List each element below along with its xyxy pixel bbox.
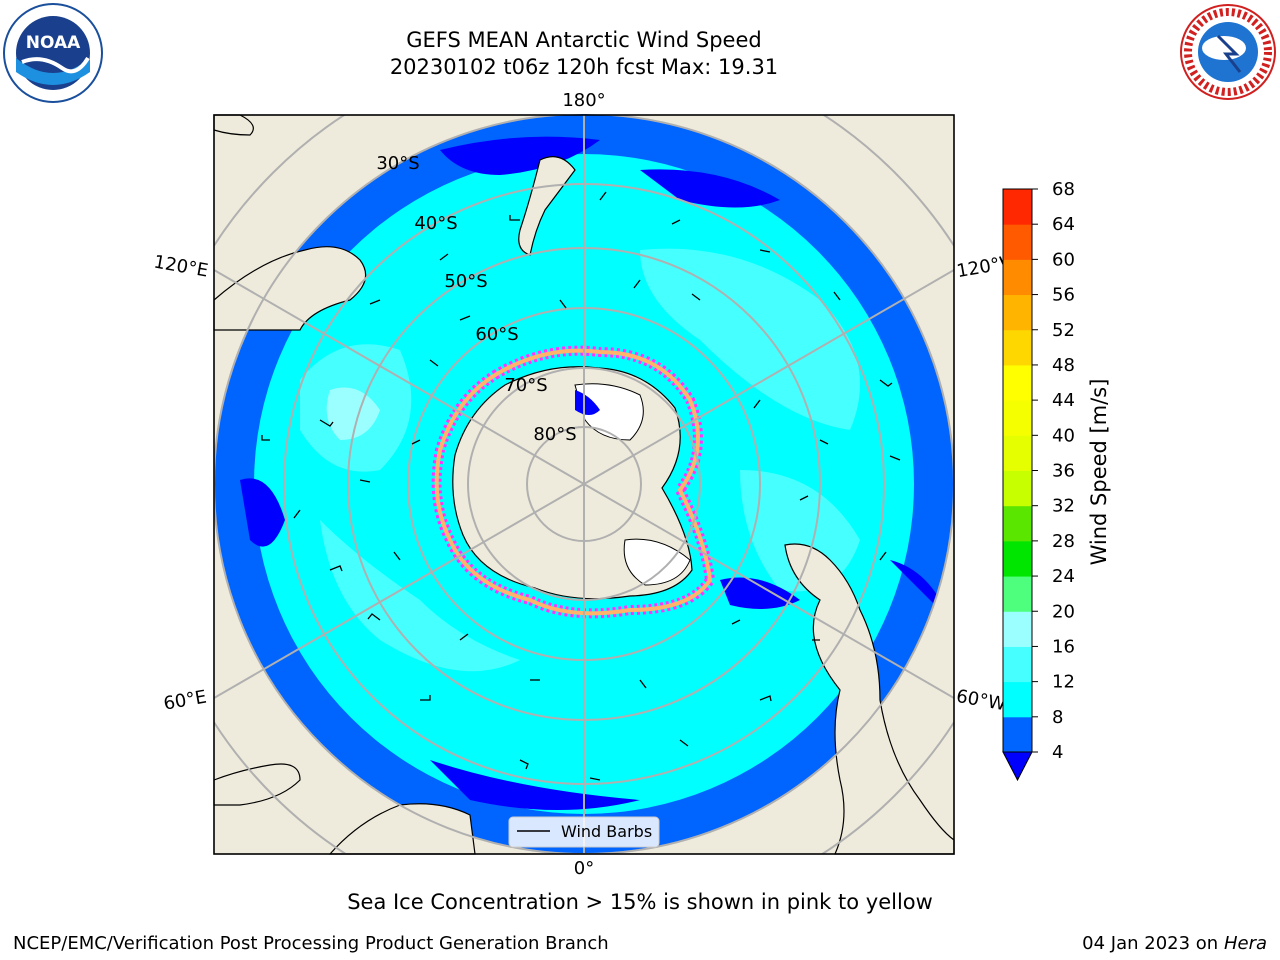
parallel-label-30s: 30°S <box>376 153 419 174</box>
colorbar-tick-label: 20 <box>1052 601 1075 622</box>
colorbar-tick-label: 24 <box>1052 566 1075 587</box>
colorbar-bin <box>1003 364 1032 401</box>
footer-host: Hera <box>1223 933 1267 954</box>
colorbar-tick-label: 8 <box>1052 707 1063 728</box>
colorbar-bin <box>1003 294 1032 331</box>
meridian-label-0: 0° <box>574 858 594 879</box>
map-frame <box>213 114 955 855</box>
colorbar-tick-label: 44 <box>1052 390 1075 411</box>
colorbar-tick-label: 32 <box>1052 496 1075 517</box>
footer-date: 04 Jan 2023 on Hera <box>1082 933 1267 954</box>
parallel-label-70s: 70°S <box>504 375 547 396</box>
colorbar-tick-label: 28 <box>1052 531 1075 552</box>
footer-credit: NCEP/EMC/Verification Post Processing Pr… <box>13 933 609 954</box>
continents <box>213 114 955 855</box>
nws-logo <box>1180 4 1276 100</box>
parallel-label-80s: 80°S <box>533 424 576 445</box>
colorbar-bin <box>1003 259 1032 296</box>
parallel-label-40s: 40°S <box>414 213 457 234</box>
colorbar-extend-arrow <box>1002 751 1033 782</box>
colorbar-tick-label: 4 <box>1052 742 1063 763</box>
colorbar-tick-label: 40 <box>1052 425 1075 446</box>
antarctica <box>431 345 716 619</box>
colorbar-bin <box>1003 681 1032 718</box>
meridian-label-60e: 60°E <box>162 686 208 714</box>
colorbar-tick-label: 52 <box>1052 320 1075 341</box>
wind-barbs <box>261 191 901 781</box>
colorbar-bin <box>1003 400 1032 436</box>
graticule <box>214 115 954 854</box>
colorbar-bin <box>1003 470 1032 507</box>
colorbar-bin <box>1003 435 1032 471</box>
colorbar-bin <box>1003 611 1032 647</box>
sea-ice-note: Sea Ice Concentration > 15% is shown in … <box>347 890 933 914</box>
colorbar-bin <box>1003 576 1032 612</box>
footer-date-text: 04 Jan 2023 on <box>1082 933 1224 954</box>
colorbar-bin <box>1003 189 1032 225</box>
legend-label: Wind Barbs <box>561 822 652 841</box>
colorbar-tick-label: 36 <box>1052 461 1075 482</box>
colorbar-label: Wind Speed [m/s] <box>1087 379 1111 566</box>
colorbar-bin <box>1003 716 1032 753</box>
meridian-label-180: 180° <box>562 90 605 111</box>
colorbar-bin <box>1003 646 1032 683</box>
parallel-label-50s: 50°S <box>444 271 487 292</box>
wind-barb-legend: Wind Barbs <box>508 816 660 848</box>
colorbar-tick-label: 64 <box>1052 214 1075 235</box>
colorbar-tick-label: 68 <box>1052 179 1075 200</box>
meridian-label-60w: 60°W <box>955 686 1008 715</box>
colorbar-bin <box>1003 540 1032 577</box>
colorbar-tick-label: 12 <box>1052 672 1075 693</box>
chart-title: GEFS MEAN Antarctic Wind Speed <box>406 28 762 52</box>
noaa-logo: NOAA <box>3 3 103 103</box>
meridian-label-120e: 120°E <box>152 251 210 281</box>
chart-subtitle: 20230102 t06z 120h fcst Max: 19.31 <box>389 55 779 79</box>
parallel-label-60s: 60°S <box>475 324 518 345</box>
colorbar-tick-label: 48 <box>1052 355 1075 376</box>
colorbar-bin <box>1003 224 1032 260</box>
colorbar-bin <box>1003 329 1032 366</box>
colorbar-tick-label: 56 <box>1052 285 1075 306</box>
colorbar-tick-label: 16 <box>1052 636 1075 657</box>
colorbar-bin <box>1003 505 1032 542</box>
colorbar-tick-label: 60 <box>1052 249 1075 270</box>
svg-text:NOAA: NOAA <box>26 33 81 53</box>
